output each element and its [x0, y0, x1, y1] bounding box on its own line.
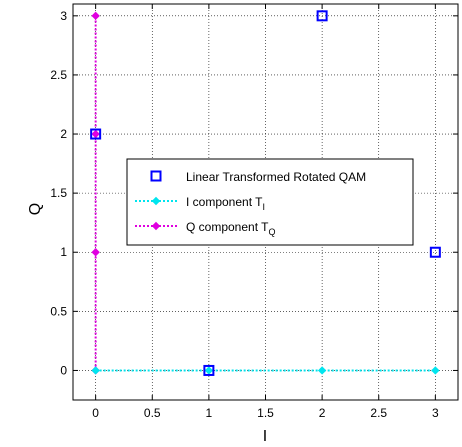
- legend-label-1-sub: I: [263, 202, 266, 212]
- data-point-2: [91, 248, 100, 257]
- x-axis-label: I: [263, 428, 267, 445]
- x-tick-label: 1: [206, 406, 213, 420]
- legend-label-1-main: I component T: [186, 195, 263, 209]
- x-tick-label: 1.5: [257, 406, 274, 420]
- data-point-2: [91, 11, 100, 21]
- legend-box: [126, 158, 414, 246]
- legend-label-2-sub: Q: [269, 227, 276, 237]
- y-tick-label: 3: [60, 9, 67, 23]
- y-tick-label: 0.5: [50, 304, 67, 318]
- series-0: [90, 10, 441, 376]
- ticks: 0 0.5 1 1.5 2 2.5 3 0 0.5 1 1.5 2 2.5 3: [50, 4, 458, 420]
- legend-marker-2: [151, 221, 161, 231]
- data-point-0: [429, 246, 441, 258]
- data-point-1: [431, 366, 440, 375]
- legend-label-2: Q component TQ: [186, 220, 276, 237]
- data-point-0: [90, 128, 102, 140]
- x-tick-label: 2.5: [370, 406, 387, 420]
- y-tick-label: 1: [60, 245, 67, 259]
- legend-label-1: I component TI: [186, 195, 265, 212]
- x-tick-label: 3: [432, 406, 439, 420]
- data-point-1: [91, 366, 100, 375]
- y-axis-label: Q: [27, 203, 44, 215]
- legend-label-2-main: Q component T: [186, 220, 269, 234]
- y-tick-label: 1.5: [50, 186, 67, 200]
- legend: Linear Transformed Rotated QAM I compone…: [126, 158, 414, 246]
- series-layer: [90, 10, 441, 376]
- y-tick-label: 2.5: [50, 68, 67, 82]
- y-tick-label: 2: [60, 127, 67, 141]
- legend-label-0: Linear Transformed Rotated QAM: [186, 170, 366, 184]
- x-tick-label: 0: [92, 406, 99, 420]
- data-point-0: [316, 10, 328, 22]
- data-point-0: [203, 364, 215, 376]
- legend-marker-1: [151, 196, 161, 206]
- x-tick-label: 2: [319, 406, 326, 420]
- x-tick-label: 0.5: [144, 406, 161, 420]
- data-point-1: [317, 366, 327, 375]
- y-tick-label: 0: [60, 363, 67, 377]
- legend-marker-0: [150, 170, 162, 182]
